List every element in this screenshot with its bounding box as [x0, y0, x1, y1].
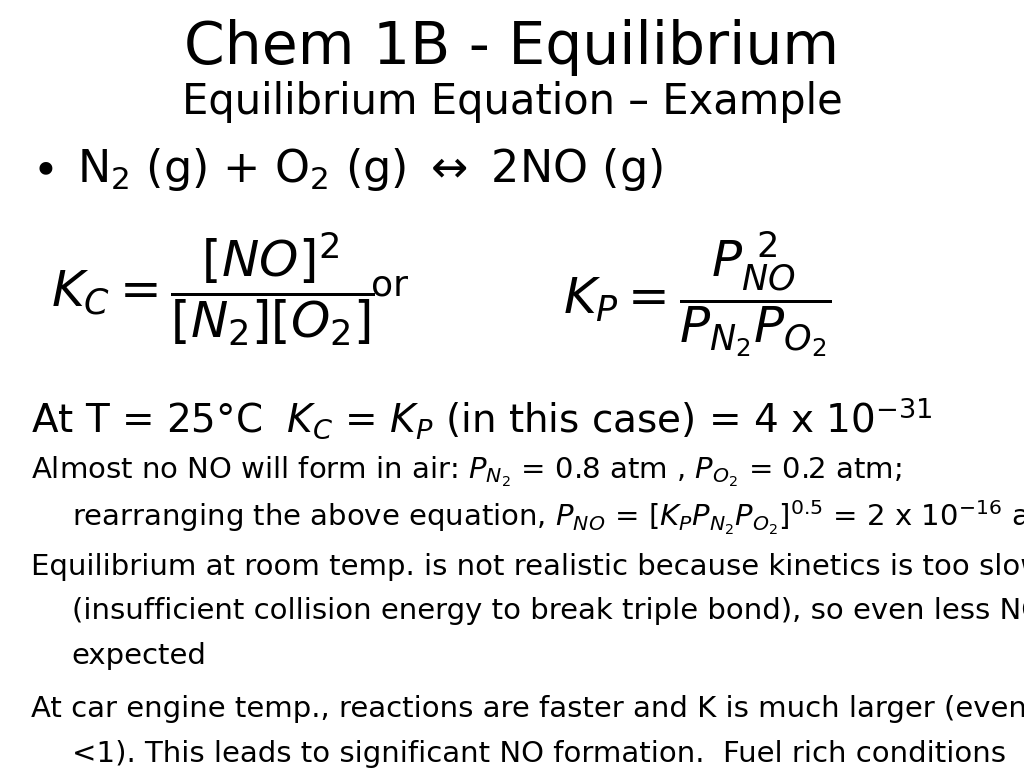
Text: expected: expected [72, 642, 207, 670]
Text: N$_2$ (g) + O$_2$ (g) $\leftrightarrow$ 2NO (g): N$_2$ (g) + O$_2$ (g) $\leftrightarrow$ … [77, 146, 663, 193]
Text: Equilibrium at room temp. is not realistic because kinetics is too slow: Equilibrium at room temp. is not realist… [31, 553, 1024, 581]
Text: $\bullet$: $\bullet$ [31, 146, 53, 189]
Text: At car engine temp., reactions are faster and K is much larger (even if: At car engine temp., reactions are faste… [31, 695, 1024, 723]
Text: <1). This leads to significant NO formation.  Fuel rich conditions: <1). This leads to significant NO format… [72, 740, 1006, 768]
Text: or: or [371, 269, 408, 303]
Text: At T = 25$\degree$C  $K_C$ = $K_P$ (in this case) = 4 x 10$^{-31}$: At T = 25$\degree$C $K_C$ = $K_P$ (in th… [31, 396, 932, 441]
Text: Equilibrium Equation – Example: Equilibrium Equation – Example [181, 81, 843, 123]
Text: Chem 1B - Equilibrium: Chem 1B - Equilibrium [184, 19, 840, 76]
Text: Almost no NO will form in air: $P_{N_2}$ = 0.8 atm , $P_{O_2}$ = 0.2 atm;: Almost no NO will form in air: $P_{N_2}$… [31, 455, 901, 488]
Text: $K_P = \dfrac{P_{NO}^{\ 2}}{P_{N_2}P_{O_2}}$: $K_P = \dfrac{P_{NO}^{\ 2}}{P_{N_2}P_{O_… [563, 230, 831, 359]
Text: rearranging the above equation, $P_{NO}$ = [$K_P P_{N_2} P_{O_2}$]$^{0.5}$ = 2 x: rearranging the above equation, $P_{NO}$… [72, 499, 1024, 538]
Text: (insufficient collision energy to break triple bond), so even less NO: (insufficient collision energy to break … [72, 598, 1024, 625]
Text: $K_C = \dfrac{[NO]^2}{[N_2][O_2]}$: $K_C = \dfrac{[NO]^2}{[N_2][O_2]}$ [51, 230, 375, 348]
